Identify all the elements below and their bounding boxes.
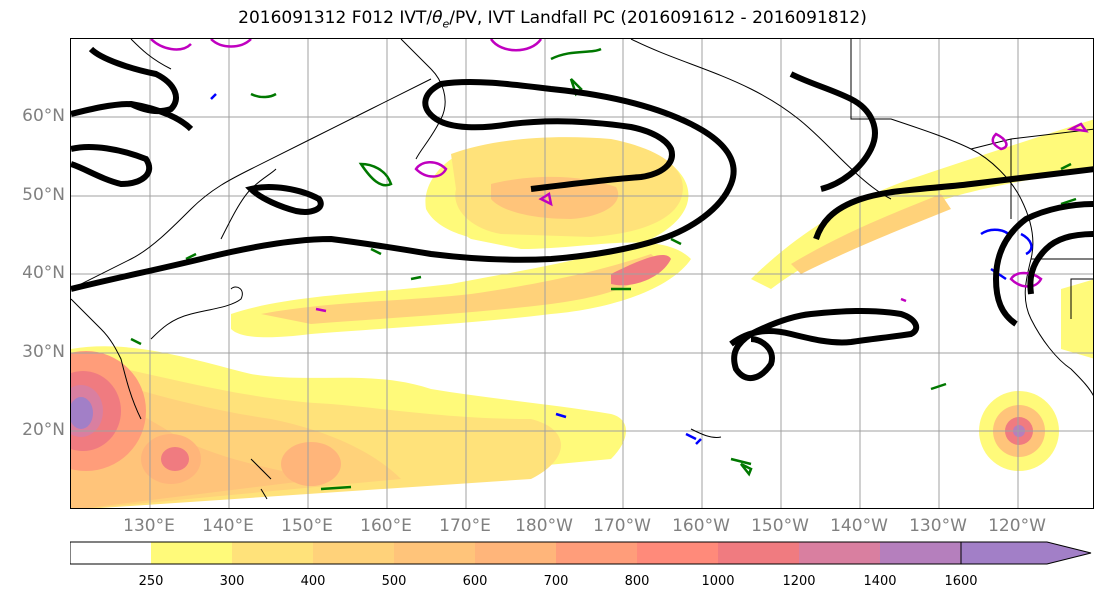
lat-label-50n: 50°N bbox=[22, 185, 65, 205]
colorbar-tick-label: 400 bbox=[300, 574, 326, 589]
colorbar-segment bbox=[475, 542, 556, 564]
gridlines bbox=[71, 39, 1093, 508]
colorbar-tick-label: 1600 bbox=[944, 574, 978, 589]
lon-label-170w: 170°W bbox=[593, 516, 651, 536]
lon-label-180w: 180°W bbox=[515, 516, 573, 536]
lon-label-160e: 160°E bbox=[360, 516, 412, 536]
lon-label-120w: 120°W bbox=[988, 516, 1046, 536]
map-title: 2016091312 F012 IVT/θe/PV, IVT Landfall … bbox=[238, 8, 867, 31]
map-panel bbox=[70, 38, 1094, 509]
lon-label-150w: 150°W bbox=[751, 516, 809, 536]
colorbar-tick-label: 250 bbox=[138, 574, 164, 589]
lon-label-150e: 150°E bbox=[281, 516, 333, 536]
colorbar-segment bbox=[718, 542, 799, 564]
colorbar-tick-label: 600 bbox=[462, 574, 488, 589]
lat-label-60n: 60°N bbox=[22, 106, 65, 126]
colorbar-tick-label: 800 bbox=[624, 574, 650, 589]
theta-e-contours bbox=[130, 47, 1077, 491]
colorbar-tick-label: 500 bbox=[381, 574, 407, 589]
lon-label-130e: 130°E bbox=[123, 516, 175, 536]
ivt-landfall-pc-contours bbox=[71, 46, 1093, 381]
colorbar-segment bbox=[799, 542, 880, 564]
colorbar-segment bbox=[880, 542, 961, 564]
colorbar-tick-label: 1200 bbox=[782, 574, 816, 589]
colorbar-tick-label: 300 bbox=[219, 574, 245, 589]
colorbar-segment bbox=[313, 542, 394, 564]
colorbar-segment bbox=[556, 542, 637, 564]
lon-label-160w: 160°W bbox=[672, 516, 730, 536]
pv-contours-positive bbox=[150, 39, 1089, 313]
colorbar-segment bbox=[232, 542, 313, 564]
colorbar-tick-label: 1000 bbox=[701, 574, 735, 589]
map-canvas bbox=[71, 39, 1093, 508]
colorbar-segment bbox=[637, 542, 718, 564]
lat-label-30n: 30°N bbox=[22, 342, 65, 362]
lon-label-170e: 170°E bbox=[439, 516, 491, 536]
lat-label-20n: 20°N bbox=[22, 420, 65, 440]
lon-label-130w: 130°W bbox=[909, 516, 967, 536]
colorbar-extend-arrow bbox=[960, 541, 1092, 565]
ivt-colorbar bbox=[70, 541, 1092, 565]
colorbar-tick-label: 1400 bbox=[863, 574, 897, 589]
colorbar-segment bbox=[70, 542, 151, 564]
colorbar-segment bbox=[151, 542, 232, 564]
ivt-shading bbox=[71, 119, 1093, 508]
colorbar-segment bbox=[394, 542, 475, 564]
lat-label-40n: 40°N bbox=[22, 263, 65, 283]
lon-label-140w: 140°W bbox=[830, 516, 888, 536]
colorbar-tick-label: 700 bbox=[543, 574, 569, 589]
lon-label-140e: 140°E bbox=[202, 516, 254, 536]
